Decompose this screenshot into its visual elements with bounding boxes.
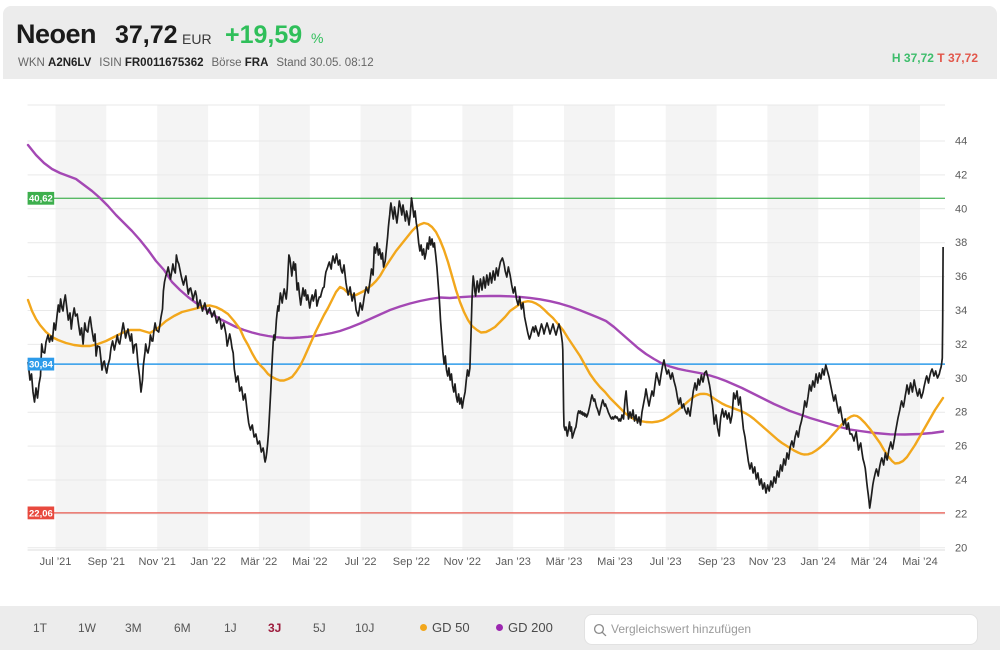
svg-text:44: 44 (955, 136, 967, 148)
svg-text:40,62: 40,62 (29, 194, 53, 205)
svg-text:26: 26 (955, 441, 967, 453)
svg-text:38: 38 (955, 237, 967, 249)
svg-text:Mai ’23: Mai ’23 (597, 556, 632, 568)
svg-text:22: 22 (955, 508, 967, 520)
svg-text:Sep ’23: Sep ’23 (698, 556, 735, 568)
svg-text:Jan ’23: Jan ’23 (495, 556, 530, 568)
svg-text:24: 24 (955, 475, 967, 487)
svg-text:22,06: 22,06 (29, 508, 53, 519)
svg-text:Nov ’21: Nov ’21 (139, 556, 176, 568)
svg-text:20: 20 (955, 542, 967, 554)
svg-text:36: 36 (955, 271, 967, 283)
svg-text:Mai ’24: Mai ’24 (902, 556, 937, 568)
svg-text:Nov ’23: Nov ’23 (749, 556, 786, 568)
svg-text:Jul ’23: Jul ’23 (650, 556, 682, 568)
svg-text:Jul ’21: Jul ’21 (40, 556, 72, 568)
svg-text:40: 40 (955, 203, 967, 215)
svg-text:Jan ’22: Jan ’22 (190, 556, 225, 568)
svg-text:Mär ’24: Mär ’24 (851, 556, 888, 568)
svg-text:42: 42 (955, 169, 967, 181)
svg-text:30,84: 30,84 (29, 360, 53, 371)
svg-text:Mär ’23: Mär ’23 (546, 556, 583, 568)
svg-text:30: 30 (955, 373, 967, 385)
svg-text:28: 28 (955, 407, 967, 419)
svg-text:Mär ’22: Mär ’22 (241, 556, 278, 568)
svg-text:Sep ’22: Sep ’22 (393, 556, 430, 568)
svg-text:Nov ’22: Nov ’22 (444, 556, 481, 568)
svg-text:Sep ’21: Sep ’21 (88, 556, 125, 568)
svg-text:Mai ’22: Mai ’22 (292, 556, 327, 568)
svg-text:34: 34 (955, 305, 967, 317)
svg-text:Jan ’24: Jan ’24 (800, 556, 835, 568)
svg-text:Jul ’22: Jul ’22 (345, 556, 377, 568)
svg-text:32: 32 (955, 339, 967, 351)
